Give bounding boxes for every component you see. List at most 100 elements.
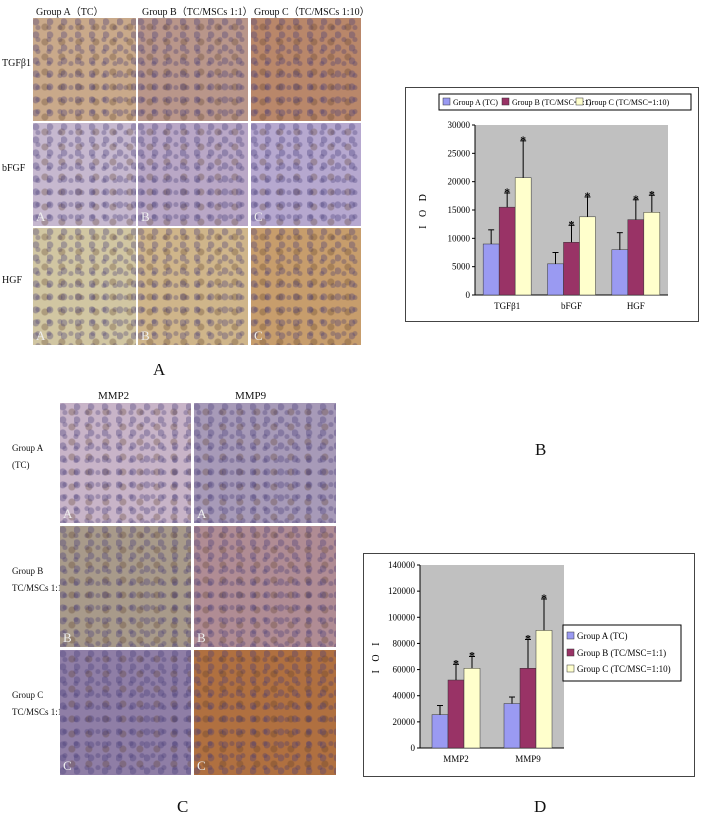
bar [447,679,465,749]
top-grid-row-label: HGF [2,274,23,286]
bottom-grid-row-sublabel: (TC) [12,460,30,470]
y-tick-label: 5000 [452,262,471,272]
tile-letter: A [36,328,46,343]
bottom-grid-row-label: Group A [12,443,44,453]
y-tick-label: 120000 [388,586,416,596]
x-category-label: bFGF [561,301,582,311]
bar [498,206,516,296]
bar [535,630,553,749]
tile-letter: B [141,328,150,343]
micrograph-tile: C [251,228,361,345]
significance-star: * [569,217,575,231]
legend-entry: Group B (TC/MSC=1:1) [512,98,592,107]
micrograph-tile: B [138,123,248,226]
bottom-micrograph-grid: MMP2 MMP9 Group A (TC) A A Group B TC/MSCs 1:1 B… [0,390,340,775]
significance-star: * [633,192,639,206]
legend-entry: Group B (TC/MSC=1:1) [577,648,666,658]
tile-letter: B [141,209,150,224]
y-tick-label: 40000 [393,691,416,701]
tile-letter: B [63,630,72,645]
y-tick-label: 20000 [448,177,471,187]
significance-star: * [525,632,531,646]
chart-b: 30000 25000 20000 15000 10000 5000 0 I O D * * TGF… [418,93,692,311]
micrograph-tile: C [251,123,361,226]
legend-entry: Group A (TC) [453,98,498,107]
legend-box [562,624,682,682]
chart-d: 140000 120000 100000 80000 60000 40000 20000 0 I… [371,560,682,764]
panel-label-b: B [535,440,547,459]
y-tick-label: 80000 [393,638,416,648]
chart-b-frame: 30000 25000 20000 15000 10000 5000 0 I O D * * TGF… [405,87,699,322]
significance-star: * [649,187,655,201]
bottom-grid-column-header: MMP2 [98,390,130,402]
legend-swatch [575,97,584,106]
top-grid-row-label: TGFβ1 [2,57,31,69]
legend-swatch [566,648,575,657]
bar [503,703,521,749]
top-grid-column-header: Group C（TC/MSCs 1:10） [254,7,370,18]
y-tick-label: 60000 [393,665,416,675]
y-tick-label: 100000 [388,612,416,622]
bottom-grid-row-sublabel: TC/MSCs 1:1 [12,583,63,593]
bar [431,714,449,749]
bar [482,243,500,296]
tile-letter: C [63,758,72,773]
tile-letter: C [254,209,263,224]
tile-letter: A [197,506,207,521]
bar [547,263,564,296]
micrograph-tile: B [138,228,248,345]
legend-swatch [442,97,451,106]
top-grid-column-header: Group A（TC） [36,7,104,18]
micrograph-tile [251,18,361,121]
tile-letter: C [197,758,206,773]
y-axis-label: I O D [418,191,429,229]
significance-star: * [504,185,510,199]
bar [519,668,537,749]
y-tick-label: 10000 [448,233,471,243]
legend-swatch [566,664,575,673]
bottom-grid-row-sublabel: TC/MSCs 1:10 [12,707,67,717]
top-grid-column-header: Group B（TC/MSCs 1:1） [142,7,253,18]
y-tick-label: 25000 [448,148,471,158]
significance-star: * [541,591,547,605]
micrograph-tile: A [33,123,136,226]
panel-label-a: A [153,360,166,379]
y-tick-label: 0 [411,743,416,753]
micrograph-tile: C [60,650,191,775]
micrograph-tile [33,18,136,121]
y-tick-label: 15000 [448,205,471,215]
micrograph-tile: B [194,526,336,647]
panel-label-c: C [177,797,189,816]
tile-letter: A [63,506,73,521]
tile-letter: A [36,209,46,224]
bar [514,177,532,296]
bottom-grid-column-header: MMP9 [235,390,267,402]
panel-label-d: D [534,797,547,816]
tile-letter: C [254,328,263,343]
bottom-grid-row-label: Group B [12,566,44,576]
y-tick-label: 0 [466,290,471,300]
bar [627,219,645,296]
bar [611,249,629,296]
significance-star: * [453,656,459,670]
micrograph-tile: A [194,403,336,523]
micrograph-tile: C [194,650,336,775]
y-tick-label: 30000 [448,120,471,130]
micrograph-tile: A [60,403,191,523]
tile-letter: B [197,630,206,645]
micrograph-tile: A [33,228,136,345]
x-category-label: MMP2 [443,754,469,764]
top-micrograph-grid: Group A（TC） Group B（TC/MSCs 1:1） Group C（T… [0,0,370,348]
y-axis-label: I O I [371,640,382,674]
micrograph-tile [138,18,248,121]
chart-d-frame: 140000 120000 100000 80000 60000 40000 20000 0 I… [363,553,695,777]
x-category-label: TGFβ1 [494,301,520,311]
bar [463,668,481,749]
x-category-label: MMP9 [515,754,541,764]
micrograph-tile: B [60,526,191,647]
significance-star: * [469,649,475,663]
bar [563,242,580,296]
significance-star: * [520,133,526,147]
y-tick-label: 20000 [393,717,416,727]
legend-swatch [501,97,510,106]
